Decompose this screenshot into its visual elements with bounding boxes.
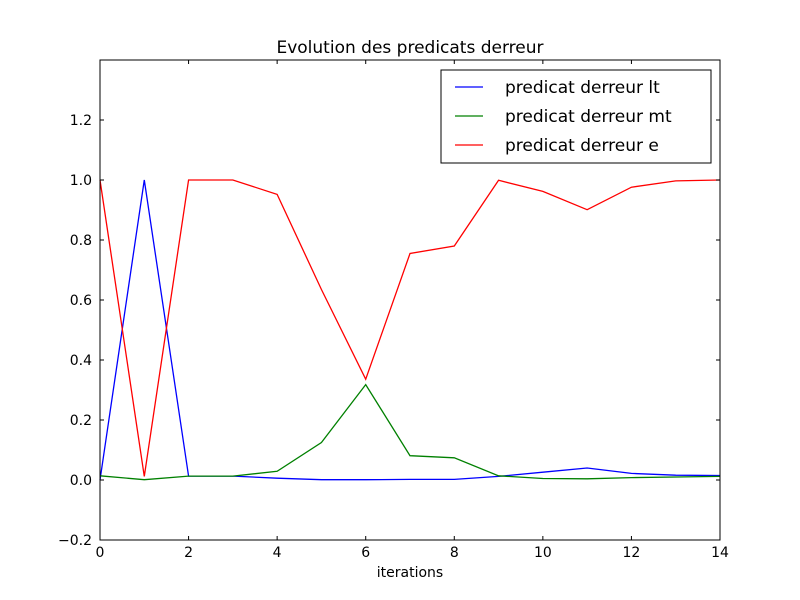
y-tick-label: 0.2 [70, 413, 92, 429]
y-tick-label: 0.6 [70, 293, 92, 309]
x-tick-label: 6 [361, 545, 370, 561]
series-line-0 [99, 179, 721, 481]
x-tick-label: 14 [711, 545, 729, 561]
x-tick-label: 0 [96, 545, 105, 561]
y-tick-label: 0.0 [70, 473, 92, 489]
x-tick-label: 12 [623, 545, 641, 561]
x-tick-label: 10 [534, 545, 552, 561]
legend-label-1: predicat derreur mt [505, 107, 672, 127]
x-axis-label: iterations [377, 565, 443, 581]
x-tick-label: 4 [273, 545, 282, 561]
legend-entries: predicat derreur lt predicat derreur mt pr… [455, 78, 672, 156]
series-line-1 [99, 383, 721, 481]
y-tick-label: 0.4 [70, 353, 92, 369]
legend-label-2: predicat derreur e [505, 136, 659, 156]
legend: predicat derreur lt predicat derreur mt pr… [440, 69, 712, 164]
tick-layer: 0 2 4 6 8 10 12 14 −0.2 0.0 0.2 0.4 0.6 0.8 1.0 1.2 [58, 60, 729, 561]
legend-label-0: predicat derreur lt [505, 78, 660, 98]
x-tick-label: 8 [450, 545, 459, 561]
y-tick-label: 1.2 [70, 113, 92, 129]
series-line-2 [99, 179, 721, 477]
x-tick-label: 2 [184, 545, 193, 561]
chart-title: Evolution des predicats derreur [276, 38, 543, 58]
series-layer [99, 179, 721, 481]
y-tick-label: 1.0 [70, 173, 92, 189]
y-tick-label: 0.8 [70, 233, 92, 249]
legend-box [440, 69, 712, 164]
y-tick-label: −0.2 [58, 533, 92, 549]
